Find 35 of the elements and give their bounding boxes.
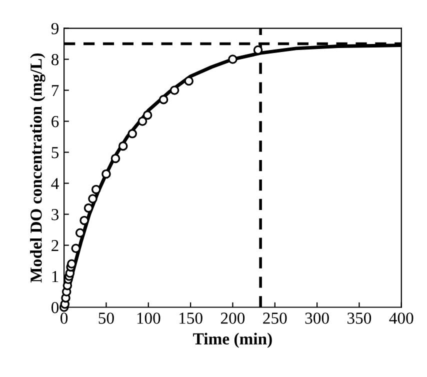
y-axis-title: Model DO concentration (mg/L) xyxy=(30,53,46,283)
point xyxy=(84,203,94,213)
point xyxy=(118,141,128,151)
y-tick-label: 9 xyxy=(51,23,59,34)
x-tick-label: 350 xyxy=(348,312,372,324)
point xyxy=(142,110,152,120)
point xyxy=(158,94,168,104)
y-tick-label: 7 xyxy=(52,85,59,96)
y-tick-label: 3 xyxy=(52,209,59,220)
x-tick-label: 150 xyxy=(180,312,202,324)
x-tick-label: 300 xyxy=(305,312,329,324)
x-tick-label: 250 xyxy=(263,312,287,324)
point xyxy=(91,184,101,194)
y-tick-label: 6 xyxy=(52,116,59,128)
y-tick-label: 1 xyxy=(52,271,58,282)
point xyxy=(170,86,180,95)
point xyxy=(102,169,111,179)
x-axis-title: Time (min) xyxy=(193,332,272,348)
y-tick-label: 8 xyxy=(51,54,59,66)
x-tick-label: 0 xyxy=(60,312,68,324)
y-tick-label: 5 xyxy=(52,147,59,158)
point xyxy=(228,54,238,64)
point xyxy=(88,194,98,204)
point xyxy=(184,76,194,86)
x-tick-label: 100 xyxy=(137,312,160,324)
y-tick-label: 4 xyxy=(51,178,59,190)
point xyxy=(80,216,89,226)
x-tick-label: 50 xyxy=(98,312,114,324)
y-tick-label: 2 xyxy=(52,240,58,252)
x-tick-label: 200 xyxy=(220,312,245,324)
x-tick-label: 400 xyxy=(389,312,414,324)
point xyxy=(110,154,120,164)
point xyxy=(138,116,148,126)
point xyxy=(128,129,137,138)
y-tick-label: 0 xyxy=(51,302,59,314)
